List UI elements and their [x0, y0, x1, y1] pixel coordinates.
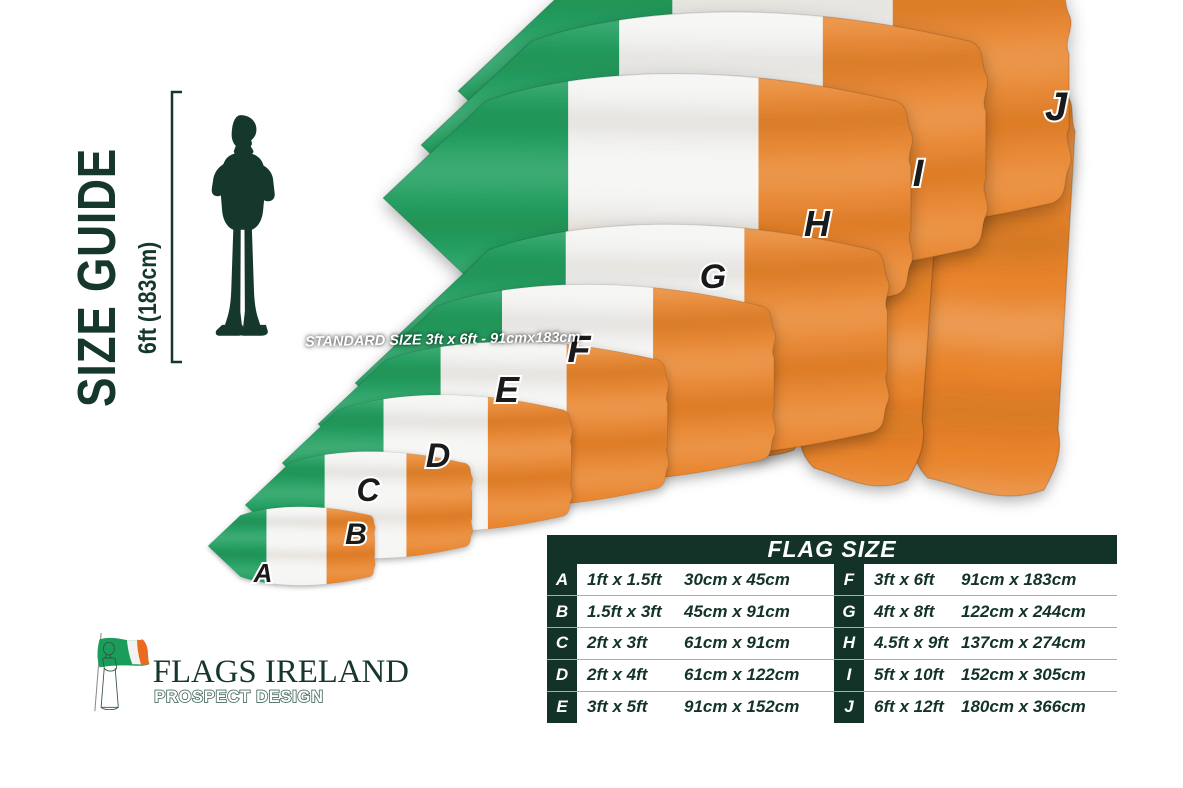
- svg-text:FLAGS IRELAND: FLAGS IRELAND: [153, 654, 409, 690]
- svg-text:PROSPECT DESIGN: PROSPECT DESIGN: [154, 688, 323, 706]
